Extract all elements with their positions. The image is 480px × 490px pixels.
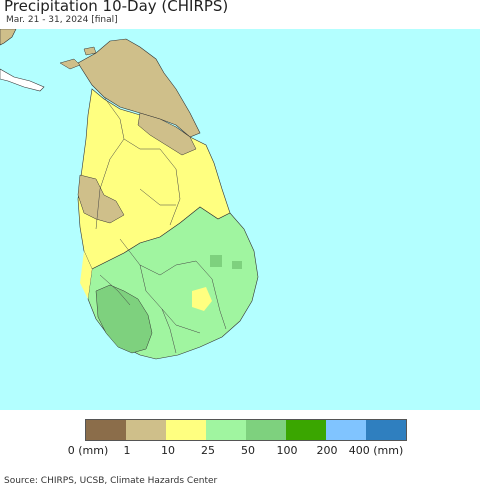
tan-patch-west [77,174,125,224]
legend-tick-4: 50 [241,444,255,457]
legend-tick-1: 1 [123,444,131,457]
legend-swatch-2 [166,420,206,440]
legend-tick-0: 0 (mm) [67,444,109,457]
ocean [0,29,480,410]
legend-swatch-4 [246,420,286,440]
legend-ticks: 0 (mm) 1 10 25 50 100 200 400 (mm) [0,444,480,458]
legend-tick-5: 100 [276,444,298,457]
map-subtitle: Mar. 21 - 31, 2024 [final] [6,15,118,25]
india-coast-strip [0,68,45,92]
precipitation-map [0,29,480,410]
legend-colorbar [85,419,407,441]
legend-tick-6: 200 [316,444,338,457]
sri-lanka-dark-green [95,284,153,354]
jaffna-islands [59,46,97,70]
legend-swatch-1 [126,420,166,440]
source-credit: Source: CHIRPS, UCSB, Climate Hazards Ce… [4,476,218,486]
legend-tick-2: 10 [161,444,175,457]
legend-swatch-7 [366,420,406,440]
india-coast [0,29,17,46]
province-boundaries [95,96,227,354]
dark-cell-east [210,255,222,267]
yellow-west-coast [80,251,92,299]
legend-swatch-6 [326,420,366,440]
tan-patch-ne [137,112,197,156]
legend-tick-7: 400 (mm) [348,444,404,457]
yellow-patch-se [192,287,212,311]
map-title: Precipitation 10-Day (CHIRPS) [4,0,229,15]
legend-swatch-5 [286,420,326,440]
legend-swatch-3 [206,420,246,440]
legend-tick-3: 25 [201,444,215,457]
sri-lanka-north [77,38,201,138]
dark-cell-east-2 [232,261,242,269]
legend-swatch-0 [86,420,126,440]
